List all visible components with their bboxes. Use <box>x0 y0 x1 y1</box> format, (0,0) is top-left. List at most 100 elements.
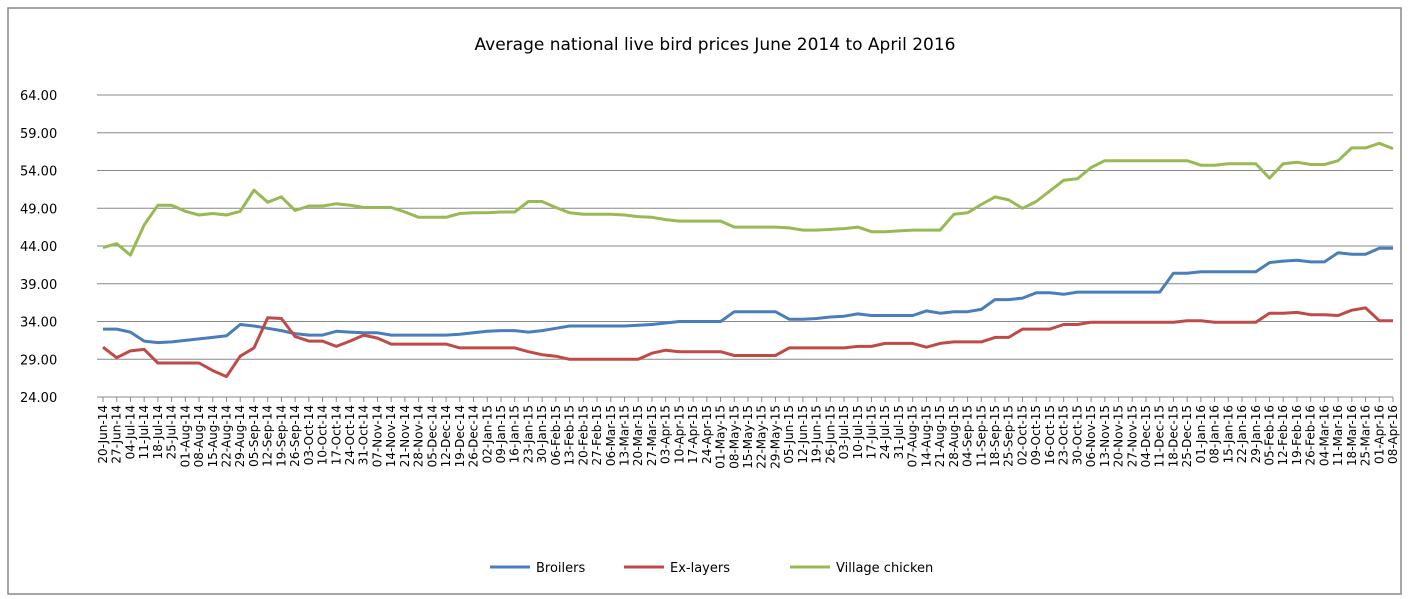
x-tick-label: 27-Nov-15 <box>1125 405 1139 467</box>
y-tick-label: 59.00 <box>20 127 57 142</box>
x-tick-label: 16-Oct-15 <box>1043 405 1057 465</box>
x-tick-label: 04-Sep-15 <box>961 405 975 467</box>
x-tick-label: 21-Nov-14 <box>398 405 412 467</box>
y-tick-label: 24.00 <box>20 391 57 406</box>
x-tick-label: 14-Aug-15 <box>919 405 933 467</box>
x-tick-label: 27-Mar-15 <box>645 405 659 466</box>
x-tick-label: 11-Jul-14 <box>137 405 151 459</box>
x-tick-label: 02-Jan-15 <box>480 405 494 463</box>
x-tick-label: 20-Nov-15 <box>1112 405 1126 467</box>
x-tick-label: 26-Feb-16 <box>1304 405 1318 465</box>
y-tick-label: 44.00 <box>20 240 57 255</box>
x-tick-label: 07-Aug-15 <box>906 405 920 467</box>
x-tick-label: 12-Dec-14 <box>439 405 453 467</box>
x-tick-label: 01-May-15 <box>714 405 728 469</box>
x-tick-label: 10-Apr-15 <box>672 405 686 464</box>
x-tick-label: 30-Oct-15 <box>1070 405 1084 465</box>
x-tick-label: 22-Jan-16 <box>1235 405 1249 463</box>
x-tick-label: 26-Dec-14 <box>467 405 481 467</box>
x-tick-label: 04-Dec-15 <box>1139 405 1153 467</box>
x-tick-label: 03-Oct-14 <box>302 405 316 465</box>
x-tick-label: 22-May-15 <box>755 405 769 469</box>
x-tick-label: 15-Jan-16 <box>1221 405 1235 463</box>
x-tick-label: 18-Dec-15 <box>1166 405 1180 467</box>
x-tick-label: 20-Feb-15 <box>576 405 590 465</box>
x-tick-label: 25-Sep-15 <box>1002 405 1016 467</box>
x-tick-label: 27-Jun-14 <box>110 405 124 464</box>
x-tick-label: 26-Sep-14 <box>288 405 302 467</box>
x-tick-label: 12-Feb-16 <box>1276 405 1290 465</box>
x-tick-label: 15-May-15 <box>741 405 755 469</box>
x-tick-label: 22-Aug-14 <box>220 405 234 467</box>
x-tick-label: 06-Mar-15 <box>604 405 618 466</box>
x-tick-label: 16-Jan-15 <box>508 405 522 463</box>
x-tick-label: 18-Sep-15 <box>988 405 1002 467</box>
x-tick-label: 28-Aug-15 <box>947 405 961 467</box>
x-tick-label: 19-Dec-14 <box>453 405 467 467</box>
x-tick-label: 11-Sep-15 <box>974 405 988 467</box>
x-tick-label: 23-Jan-15 <box>521 405 535 463</box>
x-tick-label: 17-Oct-14 <box>329 405 343 465</box>
x-tick-label: 05-Jun-15 <box>782 405 796 464</box>
x-tick-label: 08-May-15 <box>727 405 741 469</box>
series-line <box>102 306 1393 379</box>
x-tick-label: 29-Aug-14 <box>233 405 247 467</box>
chart-frame <box>7 7 1402 595</box>
x-tick-label: 12-Jun-15 <box>796 405 810 464</box>
x-tick-label: 03-Apr-15 <box>659 405 673 464</box>
x-tick-label: 13-Feb-15 <box>563 405 577 465</box>
x-tick-label: 30-Jan-15 <box>535 405 549 463</box>
x-tick-label: 08-Aug-14 <box>192 405 206 467</box>
x-tick-label: 03-Jul-15 <box>837 405 851 459</box>
x-tick-label: 07-Nov-14 <box>370 405 384 467</box>
x-tick-label: 01-Apr-16 <box>1372 405 1386 464</box>
x-tick-label: 31-Jul-15 <box>892 405 906 459</box>
legend-label: Broilers <box>536 561 585 576</box>
x-tick-label: 17-Apr-15 <box>686 405 700 464</box>
y-tick-label: 39.00 <box>20 278 57 293</box>
x-tick-label: 05-Feb-16 <box>1262 405 1276 465</box>
x-tick-label: 01-Jan-16 <box>1194 405 1208 463</box>
x-tick-label: 17-Jul-15 <box>865 405 879 459</box>
y-tick-label: 64.00 <box>20 89 57 104</box>
series-line <box>102 141 1394 257</box>
x-tick-label: 09-Jan-15 <box>494 405 508 463</box>
x-tick-label: 14-Nov-14 <box>384 405 398 467</box>
x-tick-label: 11-Dec-15 <box>1153 405 1167 467</box>
chart-title: Average national live bird prices June 2… <box>475 35 956 55</box>
y-tick-label: 29.00 <box>20 353 57 368</box>
x-tick-label: 21-Aug-15 <box>933 405 947 467</box>
x-tick-label: 11-Mar-16 <box>1331 405 1345 466</box>
x-tick-label: 12-Sep-14 <box>261 405 275 467</box>
x-tick-label: 26-Jun-15 <box>823 405 837 464</box>
x-tick-label: 19-Jun-15 <box>810 405 824 464</box>
x-tick-label: 01-Aug-14 <box>178 405 192 467</box>
x-tick-label: 23-Oct-15 <box>1057 405 1071 465</box>
x-tick-label: 28-Nov-14 <box>412 405 426 467</box>
x-tick-label: 20-Mar-15 <box>631 405 645 466</box>
x-tick-label: 29-May-15 <box>768 405 782 469</box>
x-tick-label: 04-Jul-14 <box>123 405 137 459</box>
x-tick-label: 05-Sep-14 <box>247 405 261 467</box>
x-tick-label: 10-Oct-14 <box>316 405 330 465</box>
x-tick-label: 24-Apr-15 <box>700 405 714 464</box>
x-tick-label: 06-Nov-15 <box>1084 405 1098 467</box>
x-tick-label: 29-Jan-16 <box>1249 405 1263 463</box>
x-tick-label: 18-Jul-14 <box>151 405 165 459</box>
y-tick-label: 49.00 <box>20 202 57 217</box>
x-tick-label: 25-Jul-14 <box>165 405 179 459</box>
x-tick-label: 19-Feb-16 <box>1290 405 1304 465</box>
x-tick-label: 04-Mar-16 <box>1317 405 1331 466</box>
x-tick-label: 13-Nov-15 <box>1098 405 1112 467</box>
x-tick-label: 05-Dec-14 <box>425 405 439 467</box>
x-tick-label: 18-Mar-16 <box>1345 405 1359 466</box>
x-tick-label: 08-Jan-16 <box>1208 405 1222 463</box>
x-tick-label: 09-Oct-15 <box>1029 405 1043 465</box>
legend-label: Village chicken <box>836 561 933 576</box>
x-tick-label: 06-Feb-15 <box>549 405 563 465</box>
x-tick-label: 02-Oct-15 <box>1015 405 1029 465</box>
x-tick-label: 24-Oct-14 <box>343 405 357 465</box>
x-tick-label: 27-Feb-15 <box>590 405 604 465</box>
x-tick-label: 25-Dec-15 <box>1180 405 1194 467</box>
